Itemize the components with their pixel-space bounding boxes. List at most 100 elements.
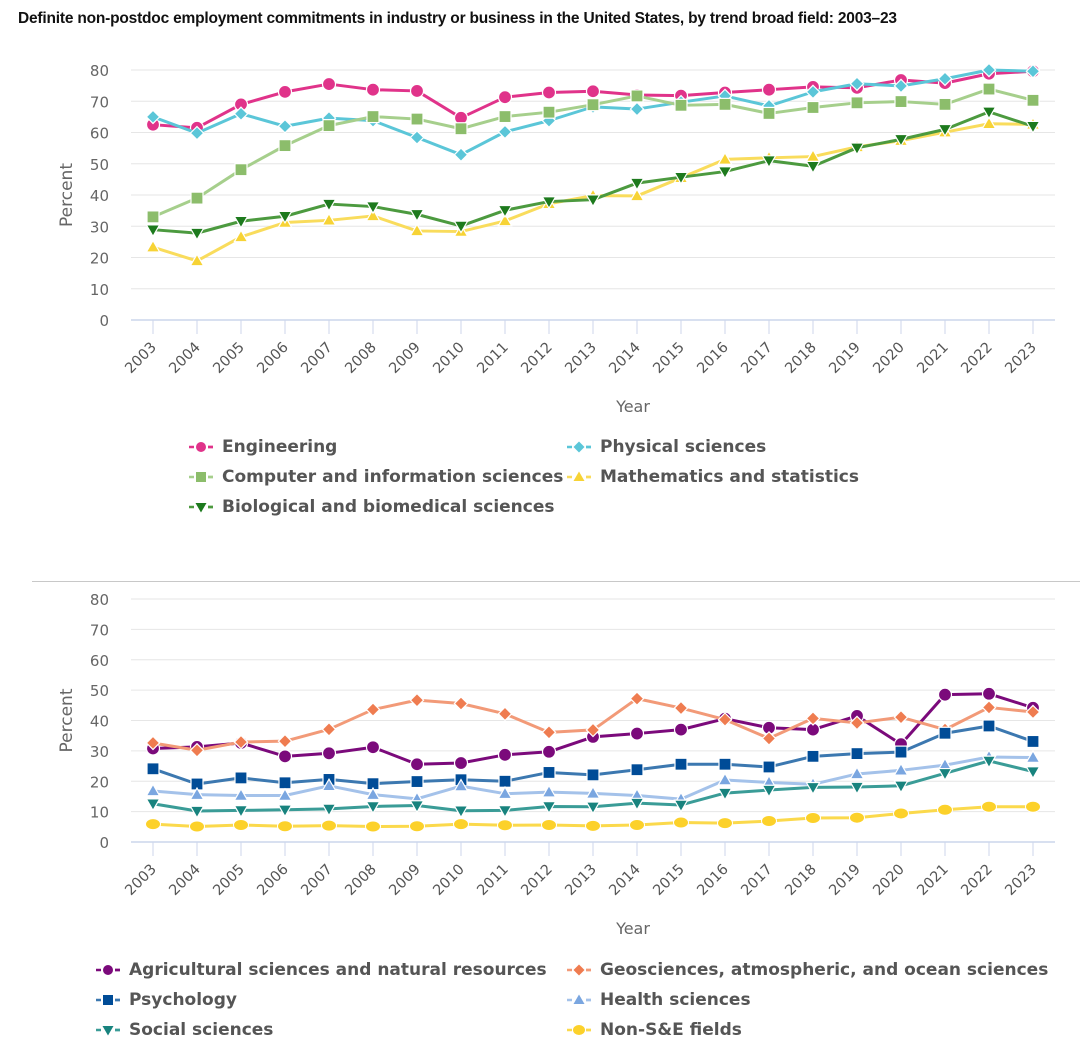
legend-item-non-s-e-fields[interactable]: Non-S&E fields — [566, 1020, 742, 1040]
data-point-non-s-e-fields[interactable] — [585, 819, 601, 832]
data-point-physical-sciences[interactable] — [409, 130, 425, 145]
data-point-biological-and-biomedical-sciences[interactable] — [805, 160, 821, 175]
data-point-psychology[interactable] — [586, 768, 600, 782]
data-point-computer-and-information-sciences[interactable] — [146, 210, 160, 224]
data-point-engineering[interactable] — [409, 83, 425, 99]
data-point-mathematics-and-statistics[interactable] — [321, 212, 337, 226]
data-point-agricultural-sciences-and-natural-resources[interactable] — [937, 687, 953, 702]
data-point-social-sciences[interactable] — [805, 781, 821, 796]
data-point-computer-and-information-sciences[interactable] — [630, 89, 644, 103]
data-point-non-s-e-fields[interactable] — [189, 820, 205, 833]
data-point-physical-sciences[interactable] — [849, 76, 865, 92]
data-point-geosciences-atmospheric-and-ocean-sciences[interactable] — [277, 733, 293, 749]
data-point-biological-and-biomedical-sciences[interactable] — [673, 171, 689, 185]
data-point-biological-and-biomedical-sciences[interactable] — [497, 204, 513, 219]
data-point-geosciences-atmospheric-and-ocean-sciences[interactable] — [629, 691, 645, 707]
data-point-geosciences-atmospheric-and-ocean-sciences[interactable] — [233, 734, 249, 750]
data-point-psychology[interactable] — [1026, 734, 1040, 749]
data-point-non-s-e-fields[interactable] — [321, 819, 337, 832]
data-point-biological-and-biomedical-sciences[interactable] — [277, 210, 293, 225]
data-point-physical-sciences[interactable] — [893, 78, 909, 94]
data-point-agricultural-sciences-and-natural-resources[interactable] — [981, 686, 997, 701]
data-point-geosciences-atmospheric-and-ocean-sciences[interactable] — [849, 715, 865, 731]
data-point-agricultural-sciences-and-natural-resources[interactable] — [629, 726, 645, 741]
data-point-non-s-e-fields[interactable] — [805, 812, 821, 825]
legend-item-engineering[interactable]: Engineering — [188, 437, 337, 457]
data-point-physical-sciences[interactable] — [981, 62, 997, 78]
data-point-psychology[interactable] — [410, 774, 424, 789]
data-point-physical-sciences[interactable] — [497, 124, 513, 140]
data-point-social-sciences[interactable] — [849, 781, 865, 795]
data-point-health-sciences[interactable] — [497, 785, 513, 800]
data-point-social-sciences[interactable] — [409, 800, 425, 814]
data-point-non-s-e-fields[interactable] — [145, 818, 161, 831]
data-point-biological-and-biomedical-sciences[interactable] — [409, 208, 425, 223]
legend-item-mathematics-and-statistics[interactable]: Mathematics and statistics — [566, 467, 859, 487]
data-point-health-sciences[interactable] — [321, 778, 337, 792]
data-point-psychology[interactable] — [278, 776, 292, 790]
data-point-psychology[interactable] — [674, 757, 688, 771]
data-point-engineering[interactable] — [365, 82, 381, 97]
data-point-geosciences-atmospheric-and-ocean-sciences[interactable] — [365, 702, 381, 718]
data-point-mathematics-and-statistics[interactable] — [409, 223, 425, 237]
data-point-health-sciences[interactable] — [585, 785, 601, 799]
data-point-biological-and-biomedical-sciences[interactable] — [541, 196, 557, 210]
data-point-social-sciences[interactable] — [937, 767, 953, 782]
data-point-geosciences-atmospheric-and-ocean-sciences[interactable] — [717, 712, 733, 728]
legend-item-geosciences-atmospheric-and-ocean-sciences[interactable]: Geosciences, atmospheric, and ocean scie… — [566, 960, 1048, 980]
data-point-agricultural-sciences-and-natural-resources[interactable] — [409, 757, 425, 772]
data-point-biological-and-biomedical-sciences[interactable] — [717, 166, 733, 180]
data-point-geosciences-atmospheric-and-ocean-sciences[interactable] — [761, 730, 777, 746]
data-point-physical-sciences[interactable] — [1025, 63, 1041, 79]
data-point-mathematics-and-statistics[interactable] — [497, 213, 513, 227]
data-point-geosciences-atmospheric-and-ocean-sciences[interactable] — [585, 722, 601, 738]
data-point-computer-and-information-sciences[interactable] — [586, 98, 600, 112]
data-point-mathematics-and-statistics[interactable] — [145, 239, 161, 253]
data-point-social-sciences[interactable] — [321, 803, 337, 817]
data-point-social-sciences[interactable] — [189, 805, 205, 819]
data-point-computer-and-information-sciences[interactable] — [498, 109, 512, 124]
data-point-physical-sciences[interactable] — [453, 147, 469, 163]
data-point-psychology[interactable] — [146, 762, 160, 776]
data-point-geosciences-atmospheric-and-ocean-sciences[interactable] — [453, 696, 469, 711]
data-point-biological-and-biomedical-sciences[interactable] — [1025, 120, 1041, 135]
data-point-health-sciences[interactable] — [277, 787, 293, 801]
data-point-engineering[interactable] — [761, 82, 777, 97]
data-point-psychology[interactable] — [630, 763, 644, 777]
data-point-physical-sciences[interactable] — [277, 118, 293, 134]
data-point-engineering[interactable] — [497, 90, 513, 105]
data-point-biological-and-biomedical-sciences[interactable] — [893, 133, 909, 148]
data-point-computer-and-information-sciences[interactable] — [938, 97, 952, 111]
data-point-computer-and-information-sciences[interactable] — [542, 105, 556, 119]
data-point-computer-and-information-sciences[interactable] — [322, 119, 336, 133]
data-point-psychology[interactable] — [498, 774, 512, 788]
data-point-computer-and-information-sciences[interactable] — [894, 94, 908, 109]
data-point-health-sciences[interactable] — [233, 787, 249, 801]
data-point-non-s-e-fields[interactable] — [629, 818, 645, 831]
data-point-mathematics-and-statistics[interactable] — [717, 151, 733, 165]
data-point-social-sciences[interactable] — [453, 805, 469, 819]
data-point-geosciences-atmospheric-and-ocean-sciences[interactable] — [145, 735, 161, 751]
data-point-social-sciences[interactable] — [981, 755, 997, 769]
data-point-mathematics-and-statistics[interactable] — [189, 253, 205, 267]
data-point-social-sciences[interactable] — [1025, 766, 1041, 780]
data-point-agricultural-sciences-and-natural-resources[interactable] — [321, 746, 337, 761]
data-point-geosciences-atmospheric-and-ocean-sciences[interactable] — [541, 724, 557, 740]
data-point-biological-and-biomedical-sciences[interactable] — [321, 198, 337, 212]
data-point-computer-and-information-sciences[interactable] — [190, 191, 204, 205]
data-point-engineering[interactable] — [277, 84, 293, 99]
data-point-non-s-e-fields[interactable] — [849, 811, 865, 824]
data-point-engineering[interactable] — [541, 85, 557, 100]
data-point-non-s-e-fields[interactable] — [409, 820, 425, 833]
data-point-geosciences-atmospheric-and-ocean-sciences[interactable] — [497, 706, 513, 722]
data-point-non-s-e-fields[interactable] — [893, 807, 909, 820]
data-point-health-sciences[interactable] — [893, 762, 909, 776]
data-point-psychology[interactable] — [718, 757, 732, 771]
data-point-psychology[interactable] — [982, 719, 996, 733]
data-point-geosciences-atmospheric-and-ocean-sciences[interactable] — [321, 721, 337, 737]
legend-item-psychology[interactable]: Psychology — [95, 990, 237, 1010]
data-point-social-sciences[interactable] — [277, 804, 293, 818]
data-point-biological-and-biomedical-sciences[interactable] — [585, 194, 601, 208]
data-point-non-s-e-fields[interactable] — [233, 818, 249, 831]
data-point-geosciences-atmospheric-and-ocean-sciences[interactable] — [805, 710, 821, 726]
